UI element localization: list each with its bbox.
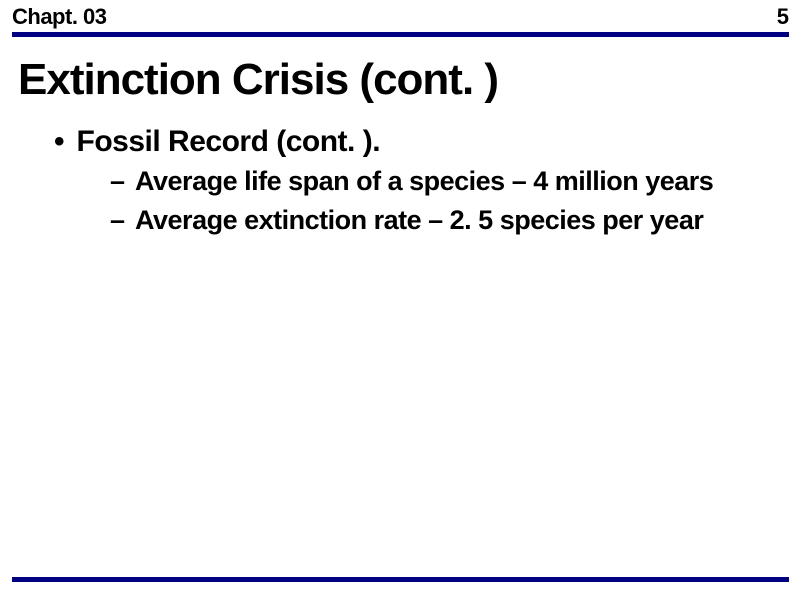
sub-bullet-text: Average extinction rate – 2. 5 species p… [135, 205, 703, 236]
page-number: 5 [777, 4, 789, 30]
dash-marker: – [110, 166, 125, 197]
slide-title: Extinction Crisis (cont. ) [0, 37, 801, 113]
bullet-text: Fossil Record (cont. ). [77, 125, 381, 158]
bullet-level-2: – Average life span of a species – 4 mil… [0, 158, 801, 197]
bullet-level-1: • Fossil Record (cont. ). [0, 113, 801, 158]
bottom-divider [12, 577, 789, 582]
bullet-level-2: – Average extinction rate – 2. 5 species… [0, 197, 801, 236]
slide-header: Chapt. 03 5 [0, 0, 801, 32]
dash-marker: – [110, 205, 125, 236]
chapter-label: Chapt. 03 [12, 4, 107, 30]
sub-bullet-text: Average life span of a species – 4 milli… [135, 166, 713, 197]
bullet-marker: • [54, 125, 65, 158]
